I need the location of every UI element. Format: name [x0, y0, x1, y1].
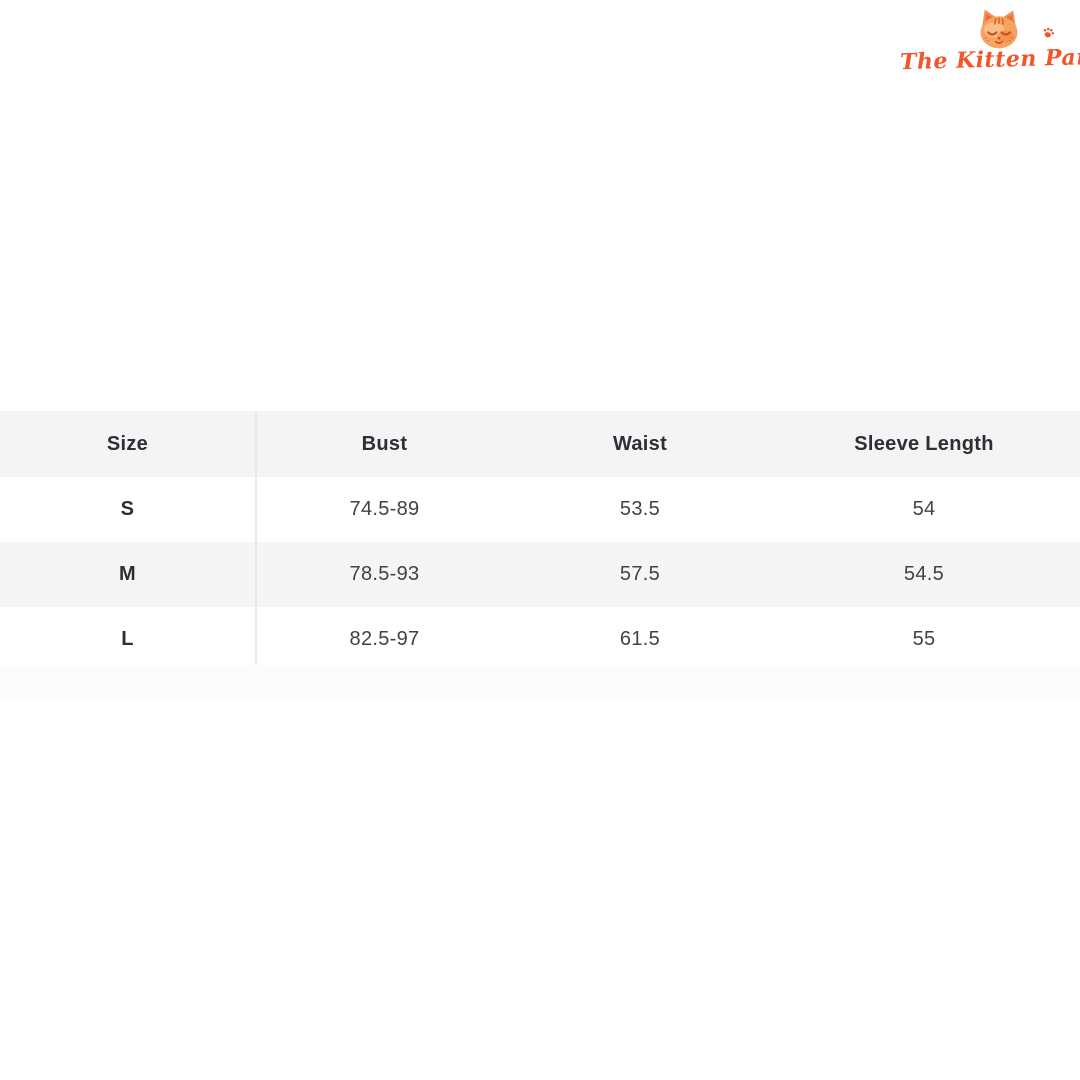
- table-bottom-shade: [0, 665, 1080, 699]
- cell-size: L: [0, 607, 257, 673]
- cat-face-icon: [980, 9, 1018, 49]
- table-row-m: M 78.5-93 57.5 54.5: [0, 542, 1080, 607]
- cell-waist: 53.5: [512, 477, 768, 542]
- column-header-waist: Waist: [512, 411, 768, 477]
- brand-name: The Kitten Park: [899, 43, 1080, 76]
- cell-sleeve: 54.5: [768, 542, 1080, 607]
- cell-sleeve: 55: [768, 607, 1080, 673]
- column-header-sleeve-length: Sleeve Length: [768, 411, 1080, 477]
- brand-logo: The Kitten Park: [899, 8, 1080, 76]
- cell-bust: 78.5-93: [256, 542, 512, 607]
- table-row-s: S 74.5-89 53.5 54: [0, 477, 1080, 542]
- cell-waist: 57.5: [512, 542, 768, 607]
- paw-print-icon: [1043, 27, 1055, 38]
- cell-bust: 74.5-89: [256, 477, 512, 542]
- cell-waist: 61.5: [512, 607, 768, 673]
- cell-bust: 82.5-97: [256, 607, 512, 673]
- cell-sleeve: 54: [768, 477, 1080, 542]
- header-row: Size Bust Waist Sleeve Length: [0, 411, 1080, 477]
- column-header-size: Size: [0, 411, 257, 477]
- cell-size: M: [0, 542, 257, 607]
- logo-art: [900, 8, 1070, 50]
- table-row-l: L 82.5-97 61.5 55: [0, 607, 1080, 673]
- column-header-bust: Bust: [256, 411, 512, 477]
- size-chart-table: Size Bust Waist Sleeve Length S 74.5-89 …: [0, 411, 1080, 673]
- cell-size: S: [0, 477, 257, 542]
